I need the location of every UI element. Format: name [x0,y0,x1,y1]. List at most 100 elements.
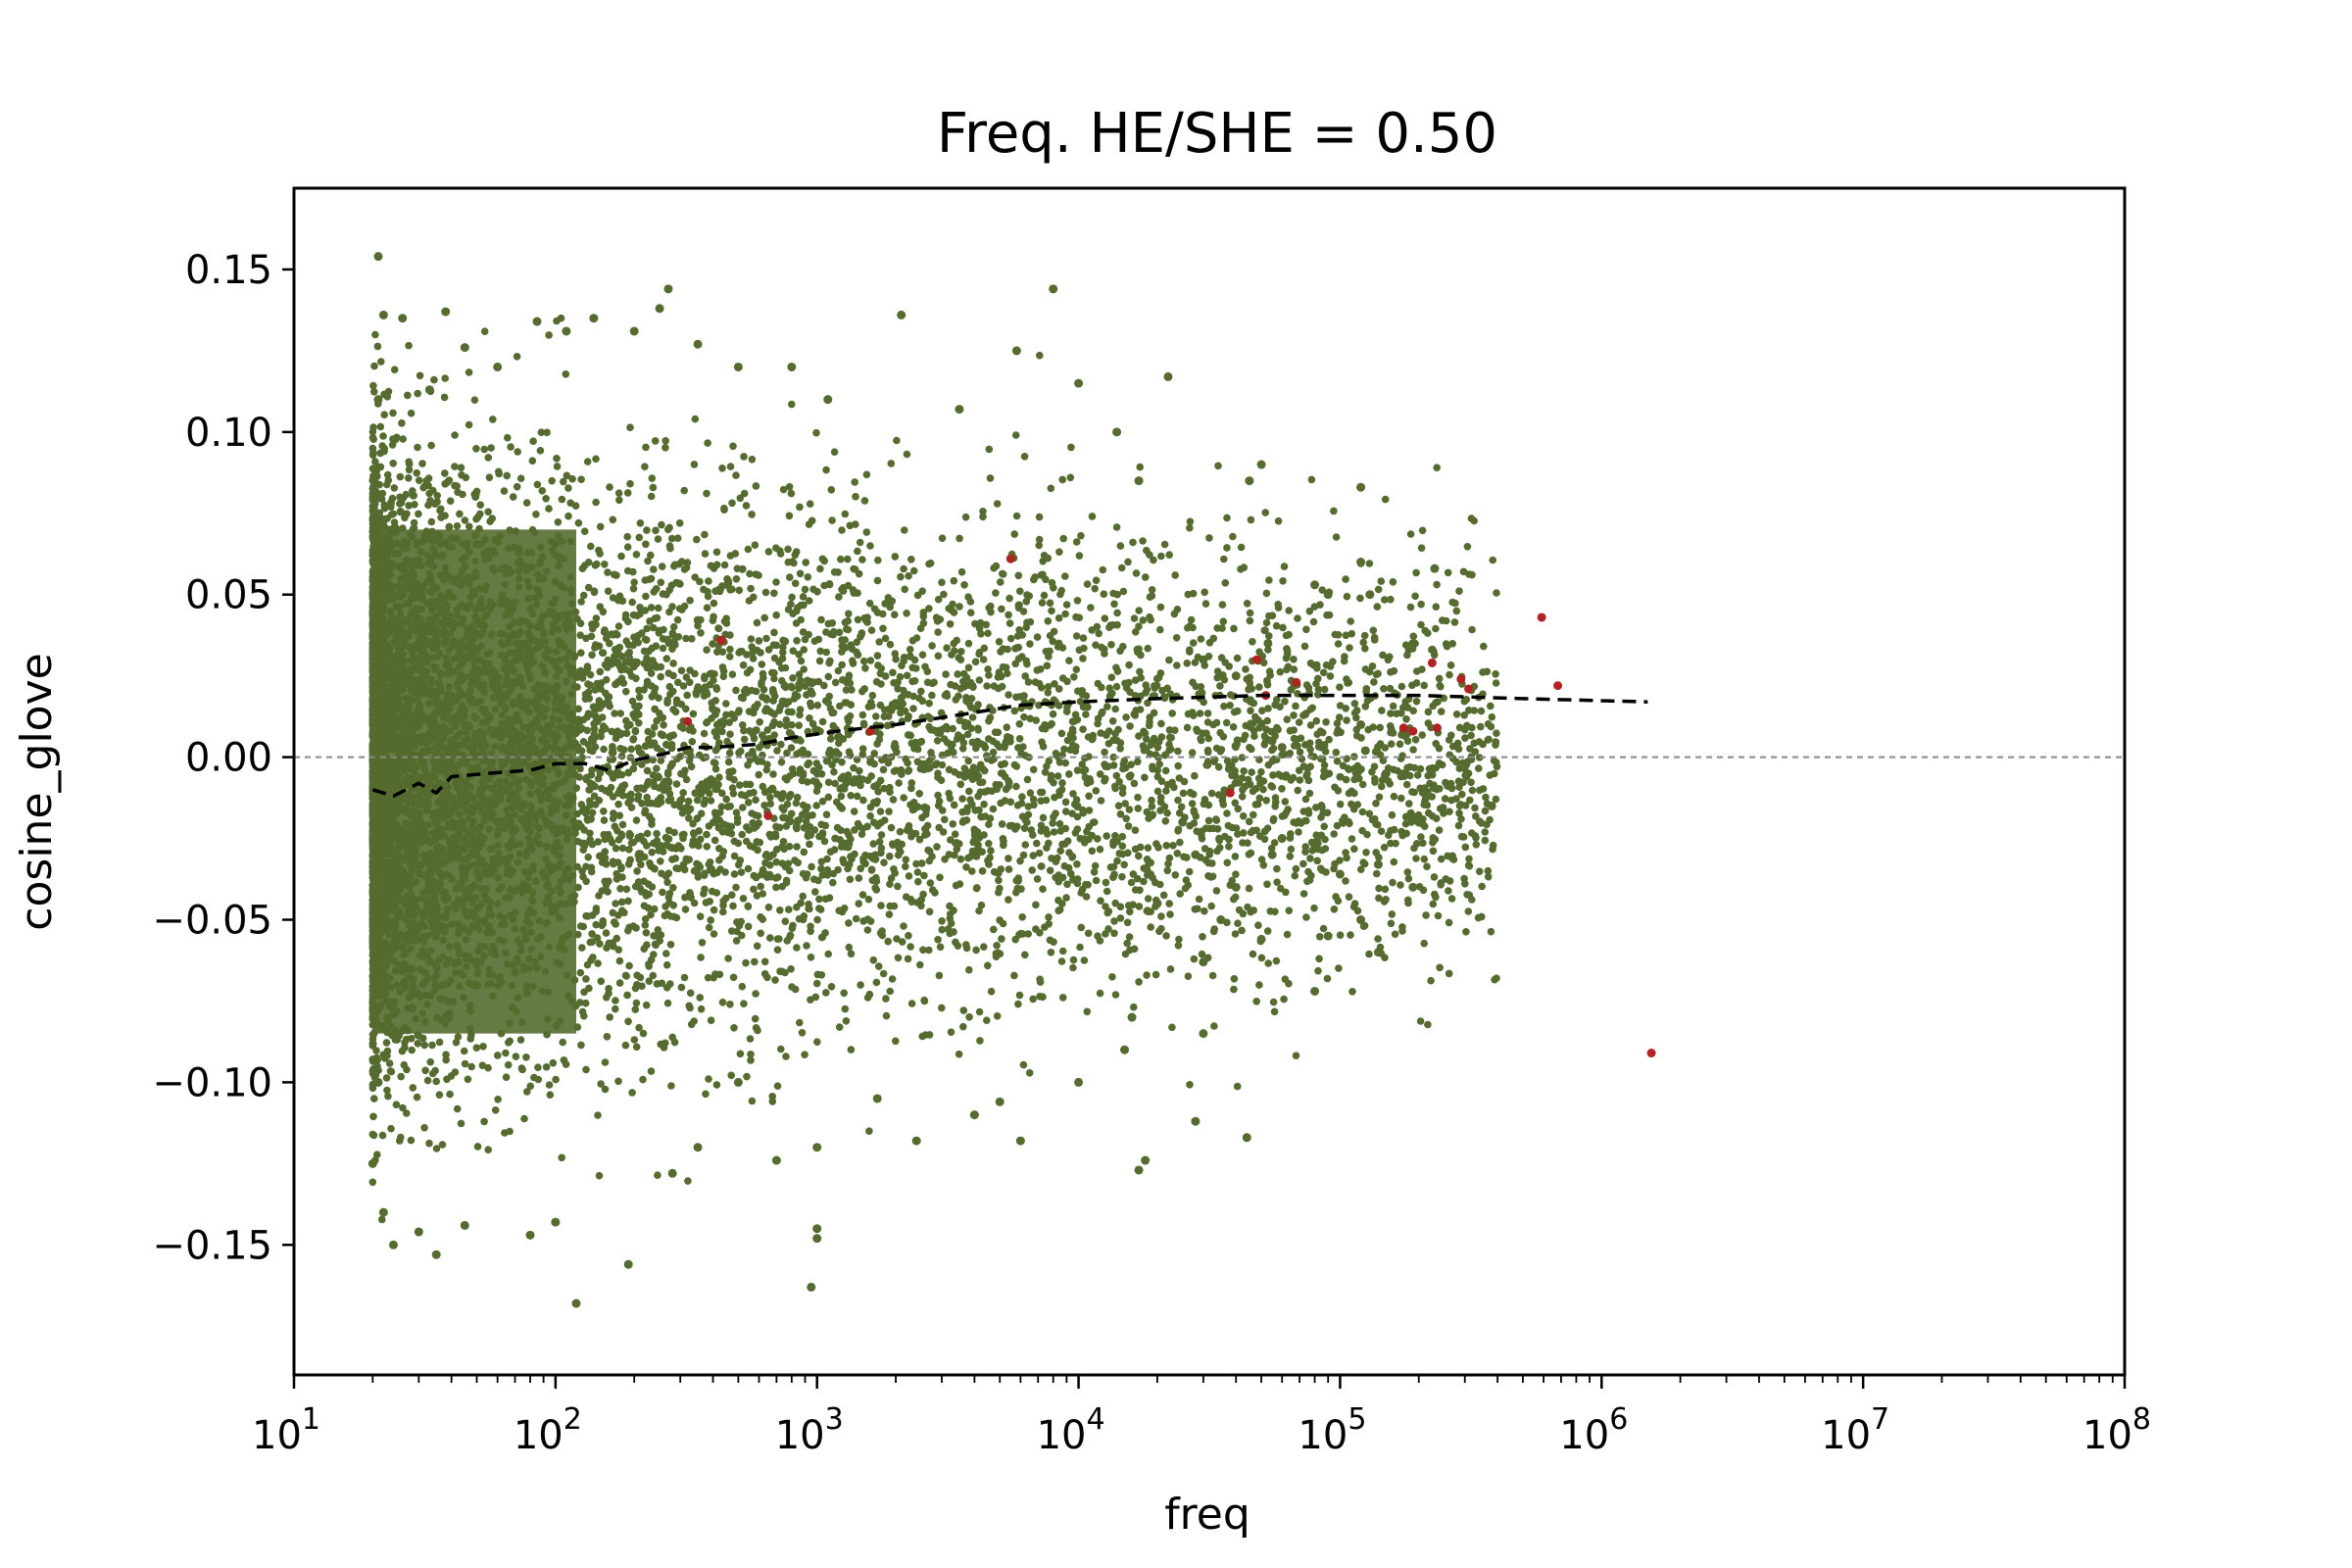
cloud-point [900,922,907,930]
cloud-point [1035,513,1044,521]
cloud-point [950,748,957,757]
cloud-point [1250,732,1258,740]
cloud-point [852,493,859,501]
cloud-point [387,1067,396,1076]
cloud-point [1014,571,1023,580]
cloud-point [592,920,600,929]
cloud-point [915,790,923,798]
cloud-point [896,827,905,836]
cloud-point [615,979,624,987]
cloud-point [836,702,844,710]
cloud-point [722,700,730,708]
cloud-point [760,613,768,622]
cloud-point [630,578,638,586]
cloud-point [1261,626,1269,634]
cloud-point [701,550,710,558]
cloud-point [874,556,882,564]
cloud-point [643,766,652,775]
cloud-point [752,482,760,490]
cloud-point [459,490,466,499]
cloud-point [831,779,839,788]
cloud-point [578,944,586,952]
cloud-point [1343,592,1351,601]
cloud-point [985,671,993,679]
cloud-point [1144,895,1152,903]
cloud-point [684,1177,692,1185]
cloud-point [1283,930,1292,939]
cloud-point [446,497,455,505]
cloud-point [653,829,661,838]
cloud-point [1010,971,1018,980]
cloud-point [1434,698,1442,706]
cloud-point [1044,689,1053,697]
cloud-point [1225,835,1233,844]
cloud-point [1132,569,1141,577]
cloud-point [1061,610,1069,618]
cloud-point [1135,903,1144,910]
cloud-point [1159,891,1168,900]
cloud-point [822,757,831,765]
cloud-point [785,512,794,520]
cloud-point [938,578,946,587]
cloud-point [1240,564,1249,571]
cloud-point [1043,662,1052,670]
cloud-point [1468,570,1476,579]
cloud-point [1161,766,1170,775]
cloud-point [648,474,657,482]
cloud-point [1130,945,1139,954]
cloud-point [1188,749,1197,757]
cloud-point [948,651,956,659]
cloud-point [697,629,705,637]
cloud-point [1184,590,1193,599]
cloud-point [707,1016,715,1024]
cloud-point [995,876,1003,885]
cloud-point [1183,660,1192,667]
cloud-point [739,661,748,669]
cloud-point [1471,804,1479,812]
cloud-point [725,749,734,758]
cloud-point [1031,573,1039,581]
cloud-point [1283,715,1292,723]
cloud-point [522,1054,530,1061]
cloud-point [677,666,686,675]
cloud-point [736,1050,745,1058]
cloud-point [822,628,830,636]
cloud-point [1050,828,1058,836]
cloud-point [1097,897,1104,905]
cloud-point [1335,713,1344,721]
cloud-point [542,495,550,503]
cloud-point [740,489,749,498]
cloud-point [1049,710,1057,718]
cloud-point [1467,731,1475,740]
cloud-point [902,856,910,863]
cloud-point [691,415,700,423]
cloud-point [1375,894,1383,903]
cloud-point [378,1215,386,1224]
cloud-point [751,541,760,549]
cloud-point [418,1034,427,1043]
cloud-point [1319,668,1328,677]
cloud-point [895,779,903,787]
cloud-point [850,808,858,815]
cloud-point [797,657,806,665]
cloud-point [1108,717,1117,725]
cloud-point [1374,585,1383,594]
cloud-point [1102,832,1110,840]
cloud-point [1112,736,1121,745]
cloud-point [1286,853,1295,860]
cloud-point [829,627,838,636]
cloud-point [737,791,746,799]
cloud-point [1406,530,1415,538]
cloud-point [582,975,590,983]
cloud-point [1165,551,1173,559]
cloud-point [835,593,843,601]
cloud-point [451,431,459,439]
cloud-point [787,682,796,691]
cloud-point [763,760,771,768]
cloud-point [998,605,1005,613]
cloud-point [1125,806,1134,813]
cloud-point [964,854,972,862]
cloud-point [907,1000,916,1007]
cloud-point [420,1041,429,1050]
cloud-point [419,483,427,492]
